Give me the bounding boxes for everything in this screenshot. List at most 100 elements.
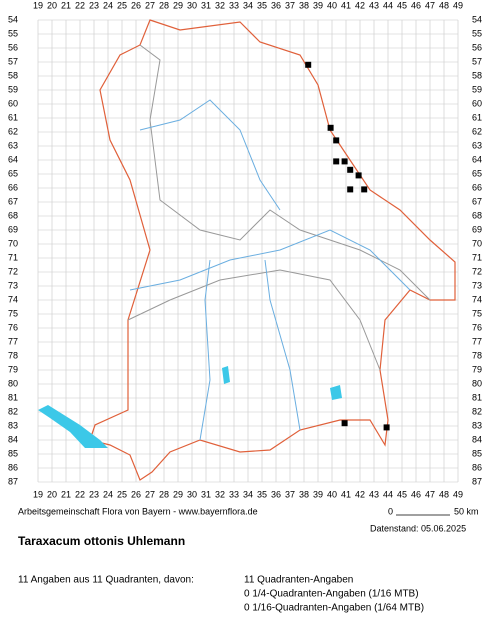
column-label: 46 — [411, 0, 421, 10]
column-label: 19 — [33, 489, 43, 499]
row-label: 87 — [472, 476, 482, 486]
summary-line: 0 1/4-Quadranten-Angaben (1/16 MTB) — [244, 589, 419, 600]
state-border — [89, 19, 456, 481]
occurrence — [305, 61, 312, 68]
summary-line: 11 Quadranten-Angaben — [244, 575, 353, 586]
column-label: 44 — [383, 0, 393, 10]
row-label: 54 — [8, 14, 18, 24]
column-label: 24 — [103, 0, 113, 10]
column-label: 19 — [33, 0, 43, 10]
river — [264, 259, 301, 431]
row-label: 86 — [8, 462, 18, 472]
column-label: 39 — [313, 489, 323, 499]
scale-start: 0 — [388, 506, 393, 516]
occurrence — [327, 124, 334, 131]
title: Taraxacum ottonis Uhlemann — [18, 534, 185, 548]
grid — [37, 19, 459, 483]
column-label: 38 — [299, 0, 309, 10]
row-label: 82 — [8, 406, 18, 416]
occurrence — [333, 137, 340, 144]
row-label: 65 — [472, 168, 482, 178]
column-label: 31 — [201, 489, 211, 499]
column-label: 35 — [257, 0, 267, 10]
column-label: 22 — [75, 489, 85, 499]
column-label: 28 — [159, 489, 169, 499]
row-label: 81 — [472, 392, 482, 402]
row-label: 57 — [8, 56, 18, 66]
column-label: 41 — [341, 489, 351, 499]
column-label: 30 — [187, 489, 197, 499]
column-label: 27 — [145, 0, 155, 10]
column-label: 29 — [173, 489, 183, 499]
row-label: 61 — [472, 112, 482, 122]
lake — [222, 366, 230, 384]
row-label: 87 — [8, 476, 18, 486]
row-label: 64 — [8, 154, 18, 164]
column-label: 20 — [47, 0, 57, 10]
row-label: 80 — [8, 378, 18, 388]
column-label: 46 — [411, 489, 421, 499]
column-label: 38 — [299, 489, 309, 499]
column-label: 45 — [397, 489, 407, 499]
row-label: 73 — [8, 280, 18, 290]
occurrence — [347, 166, 354, 173]
column-label: 45 — [397, 0, 407, 10]
row-label: 59 — [8, 84, 18, 94]
column-label: 35 — [257, 489, 267, 499]
column-label: 34 — [243, 489, 253, 499]
column-label: 25 — [117, 489, 127, 499]
row-label: 56 — [8, 42, 18, 52]
column-label: 29 — [173, 0, 183, 10]
row-label: 80 — [472, 378, 482, 388]
column-label: 33 — [229, 0, 239, 10]
row-label: 54 — [472, 14, 482, 24]
row-label: 63 — [8, 140, 18, 150]
river — [129, 229, 411, 291]
row-label: 71 — [472, 252, 482, 262]
row-label: 68 — [8, 210, 18, 220]
row-label: 85 — [8, 448, 18, 458]
row-label: 61 — [8, 112, 18, 122]
column-label: 28 — [159, 0, 169, 10]
row-label: 84 — [472, 434, 482, 444]
row-label: 62 — [472, 126, 482, 136]
column-label: 23 — [89, 0, 99, 10]
row-label: 66 — [472, 182, 482, 192]
column-label: 48 — [439, 489, 449, 499]
row-label: 85 — [472, 448, 482, 458]
row-label: 72 — [8, 266, 18, 276]
column-label: 47 — [425, 489, 435, 499]
row-label: 77 — [472, 336, 482, 346]
row-label: 60 — [8, 98, 18, 108]
row-label: 55 — [472, 28, 482, 38]
row-label: 75 — [472, 308, 482, 318]
column-label: 36 — [271, 0, 281, 10]
row-label: 70 — [472, 238, 482, 248]
column-label: 40 — [327, 489, 337, 499]
credit: Arbeitsgemeinschaft Flora von Bayern - w… — [18, 506, 258, 516]
column-label: 30 — [187, 0, 197, 10]
column-label: 39 — [313, 0, 323, 10]
row-label: 77 — [8, 336, 18, 346]
row-label: 81 — [8, 392, 18, 402]
column-label: 49 — [453, 0, 463, 10]
column-label: 48 — [439, 0, 449, 10]
row-label: 57 — [472, 56, 482, 66]
row-label: 68 — [472, 210, 482, 220]
row-label: 67 — [472, 196, 482, 206]
row-label: 79 — [8, 364, 18, 374]
column-label: 47 — [425, 0, 435, 10]
column-label: 33 — [229, 489, 239, 499]
row-label: 63 — [472, 140, 482, 150]
row-label: 69 — [8, 224, 18, 234]
occurrence — [383, 424, 390, 431]
occurrence — [355, 172, 362, 179]
column-label: 24 — [103, 489, 113, 499]
row-label: 66 — [8, 182, 18, 192]
scale-end: 50 km — [454, 506, 479, 516]
column-label: 37 — [285, 489, 295, 499]
river — [139, 99, 281, 211]
row-label: 72 — [472, 266, 482, 276]
column-label: 27 — [145, 489, 155, 499]
